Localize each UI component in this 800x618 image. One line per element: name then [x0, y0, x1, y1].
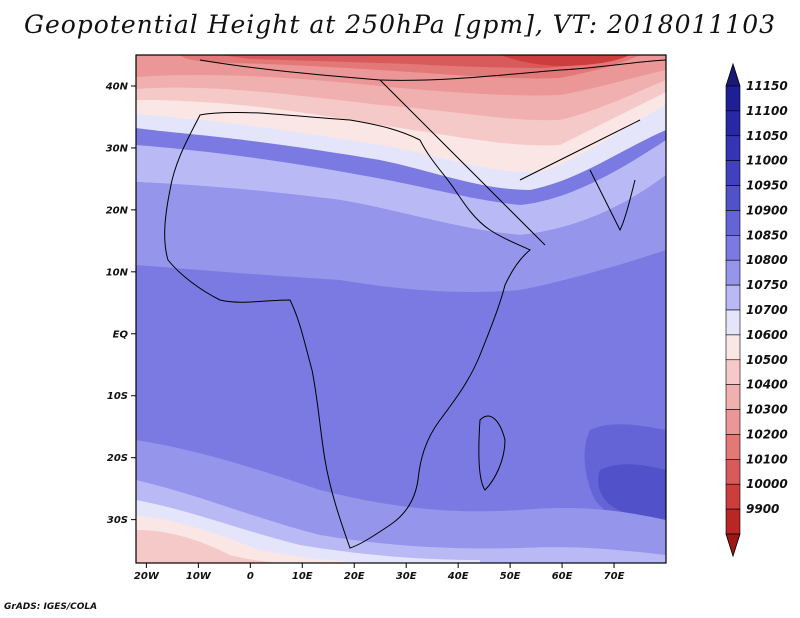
colorbar-level-label: 10500: [746, 353, 788, 367]
colorbar-level-label: 10950: [746, 179, 788, 193]
colorbar-bottom-arrow: [725, 533, 741, 558]
colorbar-level-label: 10700: [746, 303, 788, 317]
colorbar-swatch: [725, 85, 741, 112]
lat-tick-label: 20N: [106, 205, 129, 216]
colorbar-swatch: [725, 185, 741, 211]
colorbar-swatch: [725, 135, 741, 161]
colorbar-level-label: 10400: [746, 378, 788, 392]
colorbar: 11150 11100 11050 11000 10950 10900 10850 10800…: [725, 62, 788, 558]
lon-tick-label: 30E: [396, 571, 417, 582]
height-field: [136, 55, 666, 563]
colorbar-level-label: 10200: [746, 427, 788, 441]
colorbar-swatch: [725, 235, 741, 261]
lon-tick-label: 40E: [447, 571, 469, 582]
lat-tick-label: 10N: [106, 267, 129, 278]
lat-tick-label: 20S: [107, 453, 128, 464]
colorbar-swatch: [725, 359, 741, 385]
lon-tick-label: 20W: [134, 571, 160, 582]
colorbar-level-label: 10000: [746, 477, 788, 491]
lon-tick-label: 50E: [500, 571, 521, 582]
lon-tick-label: 20E: [344, 571, 365, 582]
colorbar-level-label: 11050: [746, 129, 788, 143]
longitude-axis: 20W 10W 0 10E 20E 30E 40E 50E 60E 70E: [134, 563, 625, 582]
colorbar-swatch: [725, 259, 741, 286]
colorbar-level-label: 10300: [746, 403, 788, 417]
colorbar-swatch: [725, 334, 741, 361]
lon-tick-label: 60E: [552, 571, 573, 582]
colorbar-swatch: [725, 284, 741, 311]
colorbar-swatch: [725, 309, 741, 336]
colorbar-swatch: [725, 384, 741, 410]
colorbar-swatch: [725, 210, 741, 236]
colorbar-level-label: 10900: [746, 203, 788, 217]
colorbar-swatch: [725, 434, 741, 460]
colorbar-level-label: 11000: [746, 154, 788, 168]
lat-tick-label: 10S: [107, 391, 128, 402]
colorbar-level-label: 10750: [746, 278, 788, 292]
colorbar-swatch: [725, 409, 741, 435]
lat-tick-label: 40N: [105, 81, 129, 92]
colorbar-level-label: 10800: [746, 253, 788, 267]
map-frame: [135, 54, 667, 564]
colorbar-swatch: [725, 459, 741, 485]
colorbar-swatch: [725, 110, 741, 137]
colorbar-level-label: 10850: [746, 228, 788, 242]
colorbar-swatch: [725, 508, 741, 535]
coastlines: [164, 59, 666, 549]
map-title: Geopotential Height at 250hPa [gpm], VT:…: [23, 10, 777, 39]
colorbar-swatch: [725, 483, 741, 510]
colorbar-swatch: [725, 160, 741, 186]
lat-tick-label: EQ: [113, 329, 129, 340]
lat-tick-label: 30N: [106, 143, 129, 154]
colorbar-level-label: 11150: [746, 79, 788, 93]
lon-tick-label: 10E: [292, 571, 313, 582]
lon-tick-label: 70E: [604, 571, 625, 582]
lat-tick-label: 30S: [107, 515, 128, 526]
colorbar-level-label: 10600: [746, 328, 788, 342]
grads-credit: GrADS: IGES/COLA: [4, 602, 98, 612]
colorbar-top-arrow: [725, 62, 741, 87]
lon-tick-label: 0: [247, 571, 254, 582]
latitude-axis: 40N 30N 20N 10N EQ 10S 20S 30S: [105, 81, 136, 526]
colorbar-level-label: 11100: [746, 104, 788, 118]
lon-tick-label: 10W: [186, 571, 212, 582]
colorbar-level-label: 10100: [746, 452, 788, 466]
colorbar-level-label: 9900: [746, 502, 779, 516]
